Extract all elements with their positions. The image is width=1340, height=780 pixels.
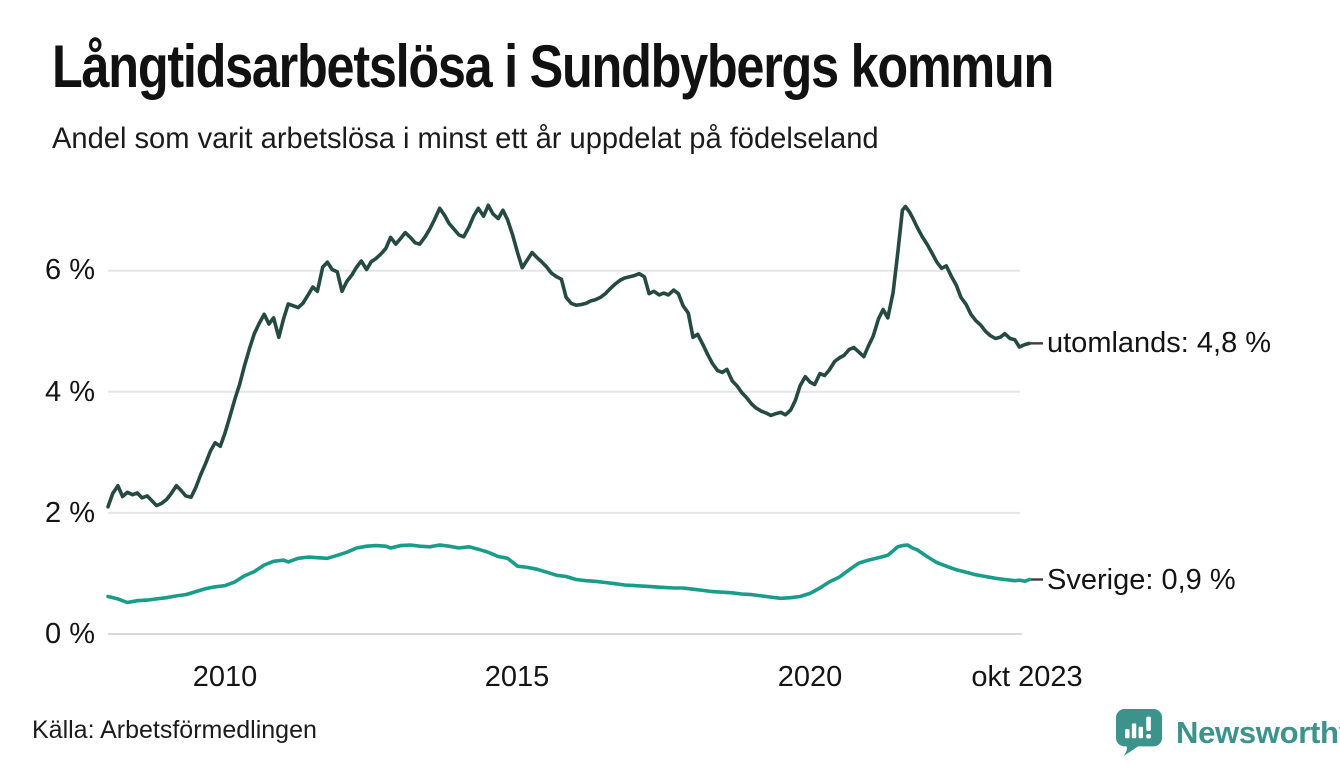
x-tick-2010: 2010 <box>192 661 258 693</box>
page-title: Långtidsarbetslösa i Sundbybergs kommun <box>52 33 1054 100</box>
newsworthy-wordmark: Newsworthy <box>1176 714 1340 750</box>
y-tick-0: 0 % <box>45 618 95 650</box>
source-note: Källa: Arbetsförmedlingen <box>32 716 317 744</box>
page-subtitle: Andel som varit arbetslösa i minst ett å… <box>52 122 879 155</box>
series-label-0: utomlands: 4,8 % <box>1047 327 1272 360</box>
newsworthy-bubble-icon <box>1115 708 1163 757</box>
y-tick-2: 2 % <box>45 497 95 529</box>
newsworthy-logo: Newsworthy <box>1115 708 1340 757</box>
y-tick-6: 6 % <box>45 254 95 286</box>
series-label-1: Sverige: 0,9 % <box>1047 563 1236 596</box>
x-tick-okt-2023: okt 2023 <box>971 661 1083 693</box>
x-tick-2020: 2020 <box>777 661 843 693</box>
y-tick-4: 4 % <box>45 376 95 408</box>
series-line-sverige <box>106 543 1032 605</box>
x-tick-2015: 2015 <box>484 661 550 693</box>
series-line-utomlands <box>106 203 1032 509</box>
